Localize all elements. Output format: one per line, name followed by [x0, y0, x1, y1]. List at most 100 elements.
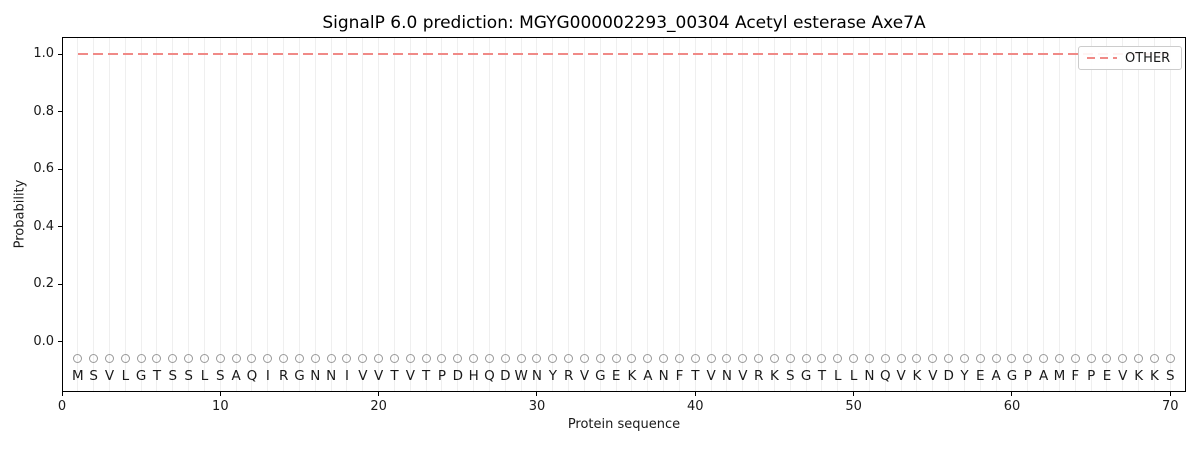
gridline [884, 38, 886, 391]
gridline [504, 38, 506, 391]
gridline [140, 38, 142, 391]
residue-marker-icon [405, 354, 415, 364]
residue-marker-icon [294, 354, 304, 364]
gridline [156, 38, 158, 391]
x-tick [378, 392, 380, 396]
residue-marker-icon [184, 354, 194, 364]
residue-letter: R [563, 368, 574, 384]
x-tick [61, 392, 63, 396]
gridline [599, 38, 601, 391]
other-probability-line [77, 53, 1171, 55]
residue-marker-icon [912, 354, 922, 364]
residue-letter: E [1102, 368, 1112, 384]
gridline [346, 38, 348, 391]
gridline [821, 38, 823, 391]
gridline [520, 38, 522, 391]
residue-marker-icon [564, 354, 574, 364]
residue-letter: N [326, 368, 337, 384]
gridline [948, 38, 950, 391]
gridline [742, 38, 744, 391]
gridline [710, 38, 712, 391]
residue-marker-icon [991, 354, 1001, 364]
residue-marker-icon [215, 354, 225, 364]
residue-marker-icon [374, 354, 384, 364]
x-tick-label: 70 [1162, 399, 1179, 414]
residue-letter: V [928, 368, 938, 384]
x-tick-label: 30 [528, 399, 546, 414]
gridline [1011, 38, 1013, 391]
x-tick-label: 20 [370, 399, 387, 414]
residue-letter: V [374, 368, 384, 384]
gridline [124, 38, 126, 391]
y-tick-label: 0.6 [33, 161, 54, 176]
residue-letter: Q [879, 368, 891, 384]
residue-letter: T [691, 368, 700, 384]
residue-letter: E [611, 368, 621, 384]
residue-letter: G [135, 368, 147, 384]
residue-marker-icon [817, 354, 827, 364]
x-tick [536, 392, 538, 396]
residue-marker-icon [104, 354, 114, 364]
plot-area [62, 37, 1186, 392]
residue-marker-icon [595, 354, 605, 364]
residue-letter: S [786, 368, 795, 384]
x-tick [694, 392, 696, 396]
y-tick-label: 0.4 [33, 218, 54, 234]
gridline [219, 38, 221, 391]
gridline [1106, 38, 1108, 391]
gridline [631, 38, 633, 391]
x-tick [1011, 392, 1013, 396]
gridline [615, 38, 617, 391]
residue-marker-icon [690, 354, 700, 364]
residue-letter: R [753, 368, 764, 384]
gridline [583, 38, 585, 391]
gridline [678, 38, 680, 391]
y-tick [58, 168, 62, 170]
residue-letter: V [579, 368, 590, 384]
residue-letter: V [358, 368, 368, 384]
residue-letter: T [422, 368, 431, 384]
gridline [1169, 38, 1171, 391]
residue-marker-icon [833, 354, 843, 364]
residue-letter: D [943, 368, 954, 384]
residue-marker-icon [738, 354, 748, 364]
gridline [172, 38, 174, 391]
residue-marker-icon [437, 354, 447, 364]
residue-letter: L [834, 368, 842, 384]
gridline [188, 38, 190, 391]
residue-letter: N [531, 368, 543, 384]
residue-marker-icon [120, 354, 130, 364]
gridline [488, 38, 490, 391]
gridline [932, 38, 934, 391]
gridline [314, 38, 316, 391]
residue-letter: A [1039, 368, 1049, 384]
gridline [93, 38, 95, 391]
gridline [77, 38, 79, 391]
residue-marker-icon [168, 354, 178, 364]
gridline [758, 38, 760, 391]
residue-marker-icon [785, 354, 795, 364]
residue-marker-icon [263, 354, 273, 364]
gridline [805, 38, 807, 391]
y-tick-label: 0.2 [33, 276, 54, 291]
residue-letter: N [864, 368, 875, 384]
residue-marker-icon [469, 354, 479, 364]
gridline [1138, 38, 1140, 391]
residue-letter: M [1053, 368, 1066, 384]
residue-letter: S [216, 368, 225, 384]
y-tick [58, 283, 62, 285]
residue-marker-icon [421, 354, 431, 364]
gridline [552, 38, 554, 391]
gridline [378, 38, 380, 391]
y-tick-label: 0.0 [33, 333, 54, 349]
residue-marker-icon [864, 354, 874, 364]
gridline [108, 38, 110, 391]
residue-letter: G [800, 368, 812, 384]
residue-marker-icon [659, 354, 669, 364]
gridline [393, 38, 395, 391]
gridline [963, 38, 965, 391]
residue-letter: K [770, 368, 779, 384]
residue-letter: F [1071, 368, 1080, 384]
residue-marker-icon [754, 354, 764, 364]
residue-marker-icon [548, 354, 558, 364]
